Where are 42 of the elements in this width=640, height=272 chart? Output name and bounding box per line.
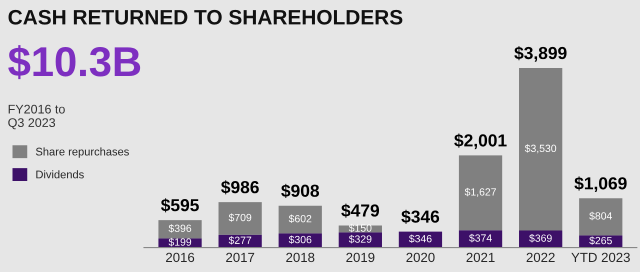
text: FY2016 to Q3 2023 [8, 104, 65, 130]
x-tick-label: 2016 [166, 252, 194, 262]
total-label: $595 [160, 198, 199, 212]
bar [458, 155, 502, 230]
bar [519, 68, 562, 231]
data-label: $374 [469, 234, 492, 242]
chart-title: CASH RETURNED TO SHAREHOLDERS [8, 10, 402, 25]
x-tick-label: 2022 [526, 252, 555, 262]
x-tick-label: YTD 2023 [571, 252, 630, 262]
legend-label: Share repurchases [36, 147, 129, 158]
bar [218, 202, 262, 235]
x-tick-label: 2020 [406, 252, 435, 262]
data-label: $346 [408, 234, 432, 243]
x-tick-label: 2017 [226, 252, 254, 262]
total-label: $3,899 [514, 46, 567, 62]
data-label: $369 [529, 234, 552, 242]
data-label: $3,530 [524, 144, 556, 154]
bar [278, 206, 322, 234]
data-label: $1,627 [464, 188, 496, 197]
data-label: $709 [228, 213, 252, 222]
total-label: $908 [281, 184, 320, 198]
data-label: $804 [589, 212, 612, 220]
total-label: $986 [221, 180, 259, 194]
x-tick-label: 2018 [286, 252, 314, 262]
data-label: $602 [288, 214, 312, 223]
data-label: $199 [168, 238, 192, 246]
data-label: $265 [589, 236, 612, 245]
text: $10.3B [8, 45, 140, 80]
data-label: $306 [288, 235, 312, 244]
data-label: $396 [168, 224, 192, 233]
x-tick-label: 2021 [466, 252, 495, 262]
total-label: $2,001 [454, 134, 507, 150]
bar [158, 220, 202, 238]
legend-label: Dividends [36, 170, 84, 178]
x-tick-label: 2019 [346, 252, 374, 262]
data-label: $329 [348, 234, 372, 244]
total-label: $346 [401, 210, 440, 224]
total-label: $1,069 [574, 176, 627, 192]
bar [579, 198, 622, 236]
data-label: $150 [348, 224, 372, 232]
total-label: $479 [341, 204, 380, 218]
data-label: $277 [228, 236, 252, 245]
